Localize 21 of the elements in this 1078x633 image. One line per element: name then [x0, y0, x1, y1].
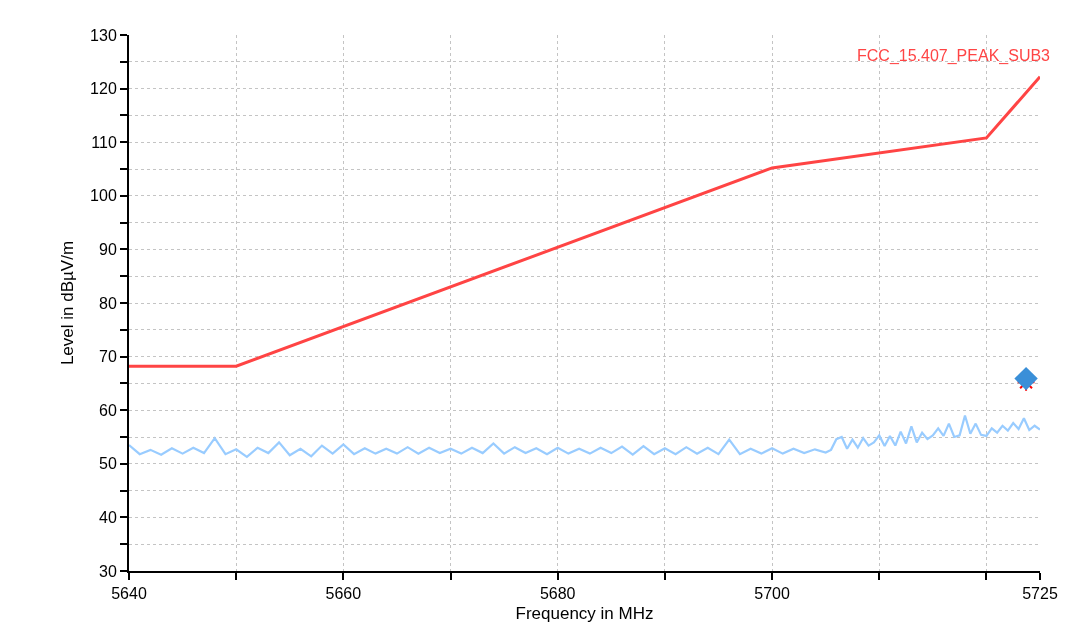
y-tick-label: 30 — [99, 562, 117, 580]
y-tick-label: 120 — [90, 80, 117, 98]
x-tick-label: 5700 — [754, 585, 790, 603]
y-tick-label: 50 — [99, 455, 117, 473]
x-tick-label: 5640 — [111, 585, 147, 603]
y-axis-title: Level in dBµV/m — [58, 240, 78, 366]
x-tick-label: 5680 — [539, 585, 576, 603]
series-label: FCC_15.407_PEAK_SUB3 — [857, 47, 1051, 65]
x-axis-title: Frequency in MHz — [515, 604, 654, 624]
line-series — [129, 75, 1040, 368]
y-tick-label: 60 — [99, 401, 117, 419]
y-tick-label: 40 — [99, 509, 117, 526]
y-tick-label: 80 — [99, 294, 117, 312]
y-tick-label: 70 — [99, 348, 117, 366]
y-tick-label: 130 — [90, 26, 117, 44]
x-tick-label: 5725 — [1022, 585, 1058, 603]
y-tick-label: 100 — [90, 187, 117, 205]
line-series — [129, 414, 1040, 458]
x-tick-label: 5660 — [325, 585, 362, 603]
y-tick-label: 110 — [91, 133, 117, 151]
y-tick-label: 90 — [99, 241, 117, 258]
